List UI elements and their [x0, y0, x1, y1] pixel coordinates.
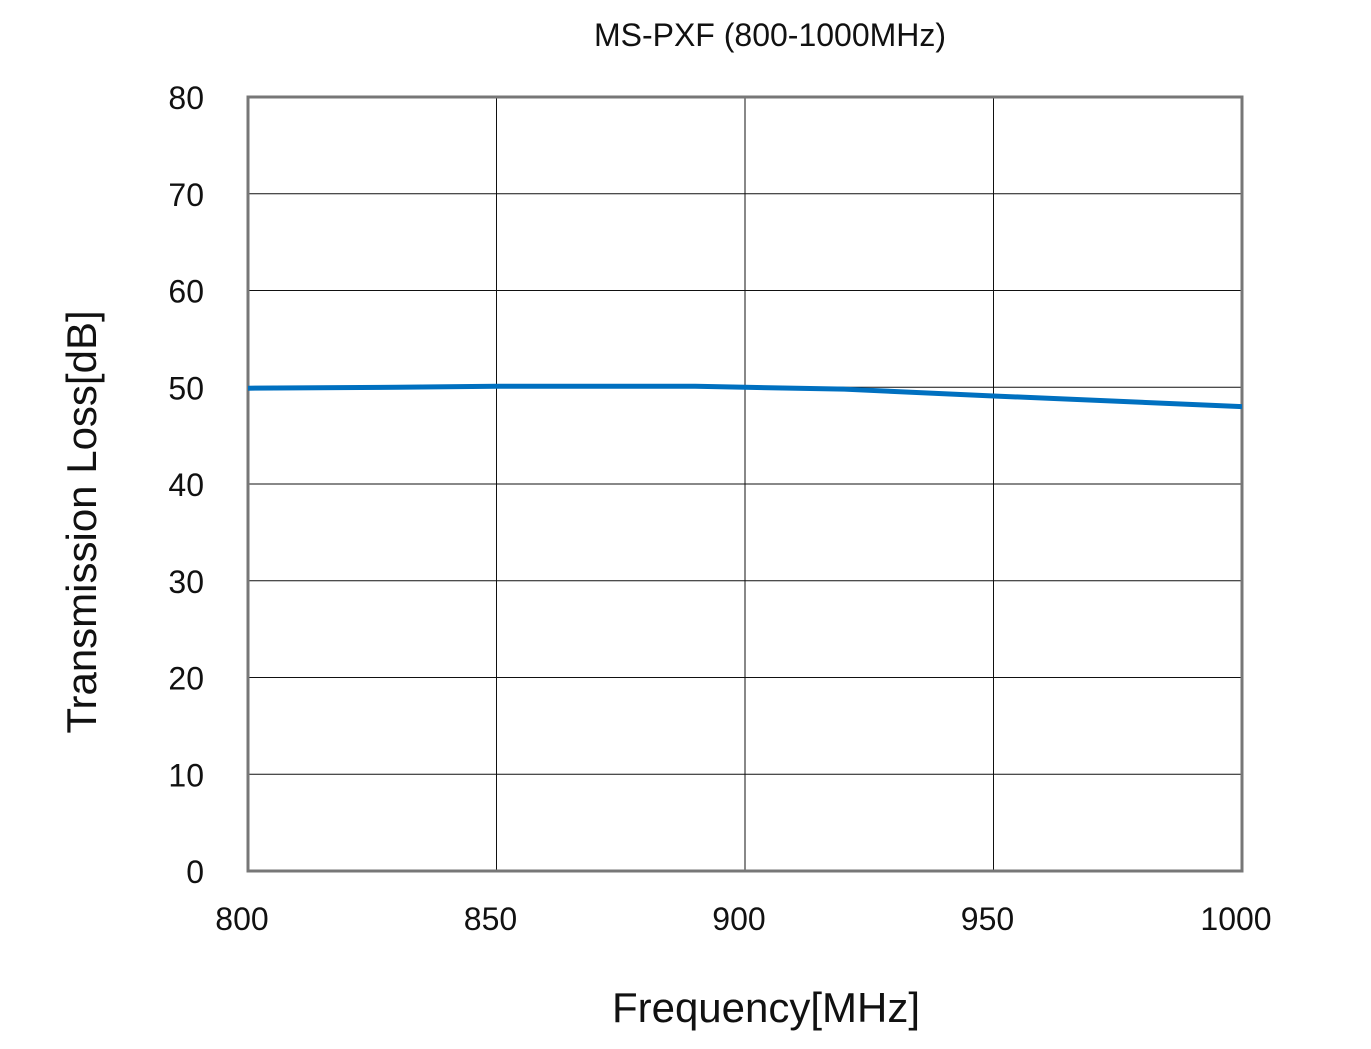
y-axis-label: Transmission Loss[dB]	[58, 310, 105, 733]
x-tick-label: 900	[712, 901, 765, 937]
y-tick-label: 0	[186, 854, 204, 890]
plot-frame	[246, 95, 1244, 873]
series	[247, 383, 1243, 410]
y-tick-label: 70	[168, 177, 204, 213]
x-tick-label: 1000	[1200, 901, 1271, 937]
grid	[246, 95, 1244, 873]
series-line	[247, 383, 1243, 410]
y-tick-label: 60	[168, 274, 204, 310]
x-tick-label: 800	[215, 901, 268, 937]
x-axis-label: Frequency[MHz]	[612, 984, 920, 1031]
y-tick-label: 40	[168, 467, 204, 503]
tick-labels: 800 850 900 950 1000 0 10 20 30 40 50 60 70 80	[168, 80, 1271, 937]
y-tick-label: 80	[168, 80, 204, 116]
y-tick-label: 20	[168, 661, 204, 697]
y-tick-label: 50	[168, 370, 204, 406]
y-tick-label: 10	[168, 757, 204, 793]
chart-title: MS-PXF (800-1000MHz)	[594, 17, 946, 53]
x-tick-label: 850	[464, 901, 517, 937]
y-tick-label: 30	[168, 564, 204, 600]
x-tick-label: 950	[961, 901, 1014, 937]
